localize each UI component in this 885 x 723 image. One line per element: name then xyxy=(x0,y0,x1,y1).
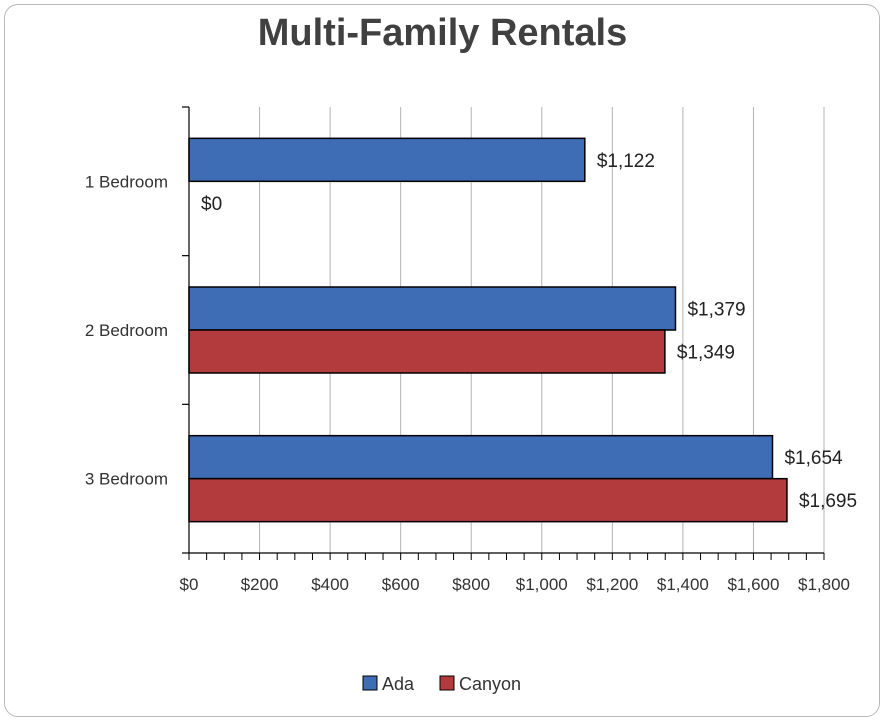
x-tick-label: $1,200 xyxy=(586,575,638,594)
legend-swatch-ada xyxy=(362,675,378,691)
data-label: $1,379 xyxy=(687,300,745,321)
x-tick-label: $1,400 xyxy=(657,575,709,594)
bar-ada-2 xyxy=(188,286,677,331)
bar-ada-1 xyxy=(188,137,586,183)
bar-ada-3 xyxy=(188,434,774,480)
legend: Ada Canyon xyxy=(362,674,521,694)
labels: $1,122 $0 1 Bedroom $1,379 $1,349 2 Bedroom $1… xyxy=(85,151,857,594)
data-label: $1,349 xyxy=(677,343,735,364)
x-tick-label: $200 xyxy=(241,575,279,594)
bar-canyon-2 xyxy=(188,329,666,374)
data-label: $0 xyxy=(201,194,222,215)
x-tick-label: $1,800 xyxy=(798,575,850,594)
data-label: $1,122 xyxy=(597,151,655,172)
bars xyxy=(188,137,788,523)
bar-canyon-3 xyxy=(188,477,788,523)
legend-label-ada: Ada xyxy=(382,674,415,694)
category-label: 2 Bedroom xyxy=(85,321,168,340)
x-tick-label: $1,000 xyxy=(516,575,568,594)
data-label: $1,654 xyxy=(784,448,843,469)
x-tick-label: $1,600 xyxy=(727,575,779,594)
axes xyxy=(182,106,825,560)
x-tick-label: $0 xyxy=(180,575,199,594)
legend-swatch-canyon xyxy=(439,675,455,691)
x-tick-label: $800 xyxy=(452,575,490,594)
x-tick-label: $400 xyxy=(311,575,349,594)
chart-title: Multi-Family Rentals xyxy=(257,12,628,54)
x-tick-label: $600 xyxy=(382,575,420,594)
legend-label-canyon: Canyon xyxy=(459,674,521,694)
category-label: 3 Bedroom xyxy=(85,470,168,489)
data-label: $1,695 xyxy=(799,491,857,512)
category-label: 1 Bedroom xyxy=(85,172,168,191)
